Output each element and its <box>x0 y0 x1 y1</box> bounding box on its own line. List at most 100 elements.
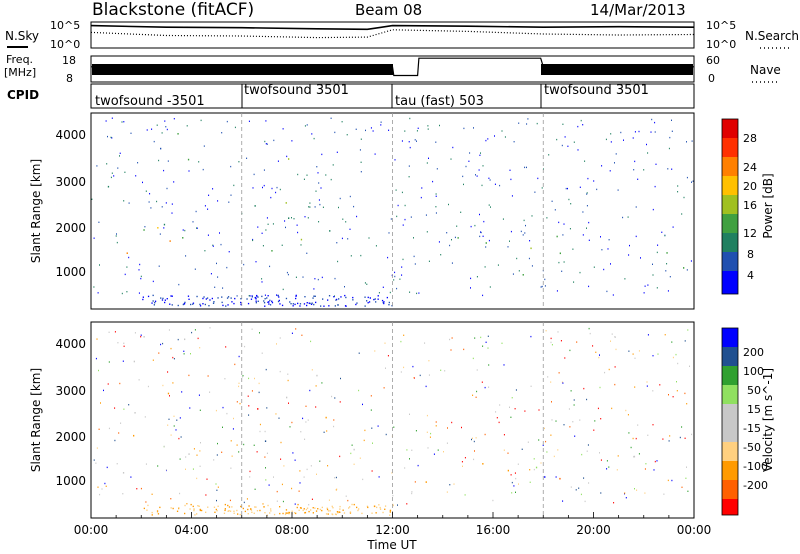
echo-cell <box>107 383 109 385</box>
echo-cell <box>307 217 309 219</box>
echo-cell <box>281 483 283 486</box>
echo-cell <box>128 202 130 204</box>
echo-cell <box>199 509 201 512</box>
echo-cell <box>152 294 154 297</box>
echo-cell <box>217 442 218 445</box>
echo-cell <box>671 119 672 121</box>
echo-cell <box>589 332 591 335</box>
echo-cell <box>564 357 566 359</box>
echo-cell <box>425 214 427 216</box>
echo-cell <box>366 505 369 508</box>
echo-cell <box>435 421 437 423</box>
echo-cell <box>313 295 315 297</box>
echo-cell <box>483 220 485 223</box>
echo-cell <box>622 216 624 219</box>
echo-cell <box>579 186 581 188</box>
echo-cell <box>326 507 328 509</box>
echo-cell <box>216 499 217 502</box>
echo-cell <box>247 302 250 305</box>
echo-cell <box>237 513 239 515</box>
echo-cell <box>362 403 363 406</box>
echo-cell <box>163 445 165 448</box>
echo-cell <box>557 331 559 333</box>
echo-cell <box>215 483 217 485</box>
echo-cell <box>687 329 689 331</box>
echo-cell <box>435 195 437 197</box>
echo-cell <box>509 169 511 171</box>
echo-cell <box>375 245 377 247</box>
echo-cell <box>451 337 453 339</box>
echo-cell <box>326 508 329 511</box>
echo-cell <box>140 275 142 278</box>
echo-cell <box>356 215 358 218</box>
velocity-ytick: 2000 <box>55 430 86 444</box>
echo-cell <box>227 296 230 298</box>
echo-cell <box>355 128 357 130</box>
echo-cell <box>509 406 510 408</box>
echo-cell <box>628 350 630 352</box>
echo-cell <box>164 299 166 301</box>
echo-cell <box>303 178 305 180</box>
echo-cell <box>380 124 382 126</box>
echo-cell <box>93 286 95 288</box>
echo-cell <box>203 296 205 298</box>
echo-cell <box>540 462 542 464</box>
echo-cell <box>360 254 362 257</box>
echo-cell <box>166 298 168 300</box>
echo-cell <box>449 244 451 247</box>
echo-cell <box>265 120 267 122</box>
echo-cell <box>288 158 290 160</box>
echo-cell <box>691 433 693 436</box>
echo-cell <box>221 132 223 134</box>
echo-cell <box>202 168 204 171</box>
echo-cell <box>578 487 580 489</box>
echo-cell <box>294 503 296 505</box>
echo-cell <box>347 499 349 502</box>
echo-cell <box>573 399 575 401</box>
echo-cell <box>402 258 404 261</box>
cpid-label: CPID <box>7 88 39 102</box>
echo-cell <box>634 488 635 490</box>
echo-cell <box>172 356 174 359</box>
echo-cell <box>635 437 637 440</box>
echo-cell <box>202 303 204 305</box>
echo-cell <box>424 342 426 344</box>
echo-cell <box>599 452 600 454</box>
echo-cell <box>136 488 138 490</box>
echo-cell <box>404 130 406 132</box>
echo-cell <box>671 168 673 170</box>
velocity-cbar-tick: 50 <box>747 384 761 397</box>
echo-cell <box>503 434 505 436</box>
echo-cell <box>583 477 585 479</box>
echo-cell <box>120 422 122 424</box>
echo-cell <box>199 303 201 306</box>
echo-cell <box>310 303 313 305</box>
echo-cell <box>593 429 595 431</box>
echo-cell <box>209 327 211 329</box>
echo-cell <box>321 506 323 509</box>
echo-cell <box>151 128 153 130</box>
echo-cell <box>182 229 184 231</box>
echo-cell <box>438 241 440 243</box>
echo-cell <box>446 232 448 234</box>
echo-cell <box>199 465 201 467</box>
echo-cell <box>233 184 235 187</box>
echo-cell <box>149 193 151 195</box>
echo-cell <box>632 353 634 355</box>
echo-cell <box>299 482 301 484</box>
echo-cell <box>692 180 694 182</box>
echo-cell <box>247 508 249 511</box>
echo-cell <box>107 185 110 188</box>
echo-cell <box>339 197 341 200</box>
echo-cell <box>488 364 490 366</box>
cpid-boundary-lines <box>241 113 544 518</box>
echo-cell <box>303 476 305 478</box>
echo-cell <box>158 265 160 267</box>
echo-cell <box>524 166 526 169</box>
echo-cell <box>613 502 615 504</box>
echo-cell <box>259 430 261 433</box>
echo-cell <box>684 340 686 342</box>
echo-cell <box>676 390 678 392</box>
echo-cell <box>205 511 207 513</box>
echo-cell <box>169 395 170 397</box>
